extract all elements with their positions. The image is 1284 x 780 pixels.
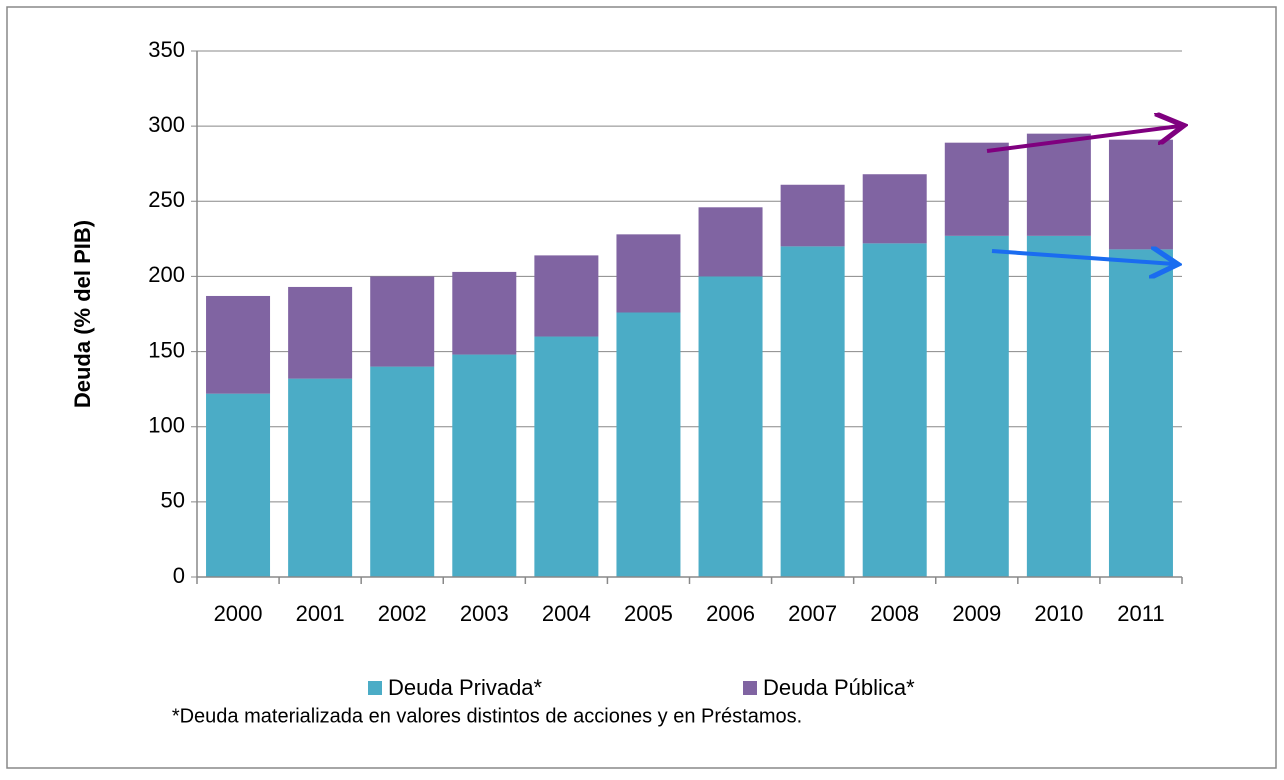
bar-segment [288,286,353,379]
trend-arrow [986,126,1180,153]
y-tick-label: 200 [148,262,185,287]
bar-segment [452,354,517,577]
x-tick-label: 2002 [378,601,427,626]
y-tick-label: 350 [148,37,185,62]
bar-segment [780,184,845,247]
bar-segment [534,255,599,337]
bar-segment [1026,235,1091,577]
x-tick-label: 2003 [460,601,509,626]
bar-segment [534,336,599,577]
x-tick-label: 2007 [788,601,837,626]
x-tick-label: 2010 [1034,601,1083,626]
x-tick-label: 2004 [542,601,591,626]
bar-segment [206,295,271,394]
trend-arrow [991,251,1174,264]
x-tick-label: 2000 [214,601,263,626]
legend-swatch [368,681,382,695]
bar-segment [288,378,353,577]
y-tick-label: 250 [148,187,185,212]
bar-segment [698,276,763,577]
bar-segment [1026,133,1091,236]
bar-segment [698,207,763,277]
bar-segment [862,243,927,577]
bar-segment [370,276,435,367]
bar-segment [452,271,517,355]
legend-label: Deuda Privada* [388,675,543,700]
y-tick-label: 150 [148,337,185,362]
y-axis-label: Deuda (% del PIB) [70,220,95,408]
bar-segment [616,312,681,577]
x-tick-label: 2008 [870,601,919,626]
x-tick-label: 2005 [624,601,673,626]
bar-segment [1108,249,1173,577]
x-tick-label: 2001 [296,601,345,626]
x-tick-label: 2009 [952,601,1001,626]
bar-segment [944,142,1009,236]
bar-segment [944,235,1009,577]
x-tick-label: 2011 [1117,601,1164,626]
bar-segment [206,393,271,577]
y-tick-label: 0 [173,563,185,588]
x-tick-label: 2006 [706,601,755,626]
bar-segment [862,174,927,244]
bar-segment [616,234,681,313]
bar-segment [1108,139,1173,250]
y-tick-label: 100 [148,413,185,438]
bar-segment [780,246,845,577]
bar-segment [370,366,435,577]
legend-label: Deuda Pública* [763,675,915,700]
y-tick-label: 50 [161,488,185,513]
y-tick-label: 300 [148,112,185,137]
legend-swatch [743,681,757,695]
footnote: *Deuda materializada en valores distinto… [172,705,802,727]
